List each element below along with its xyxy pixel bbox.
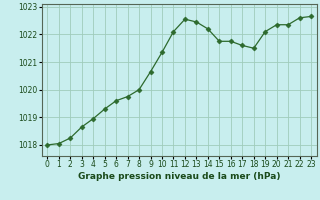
- X-axis label: Graphe pression niveau de la mer (hPa): Graphe pression niveau de la mer (hPa): [78, 172, 280, 181]
